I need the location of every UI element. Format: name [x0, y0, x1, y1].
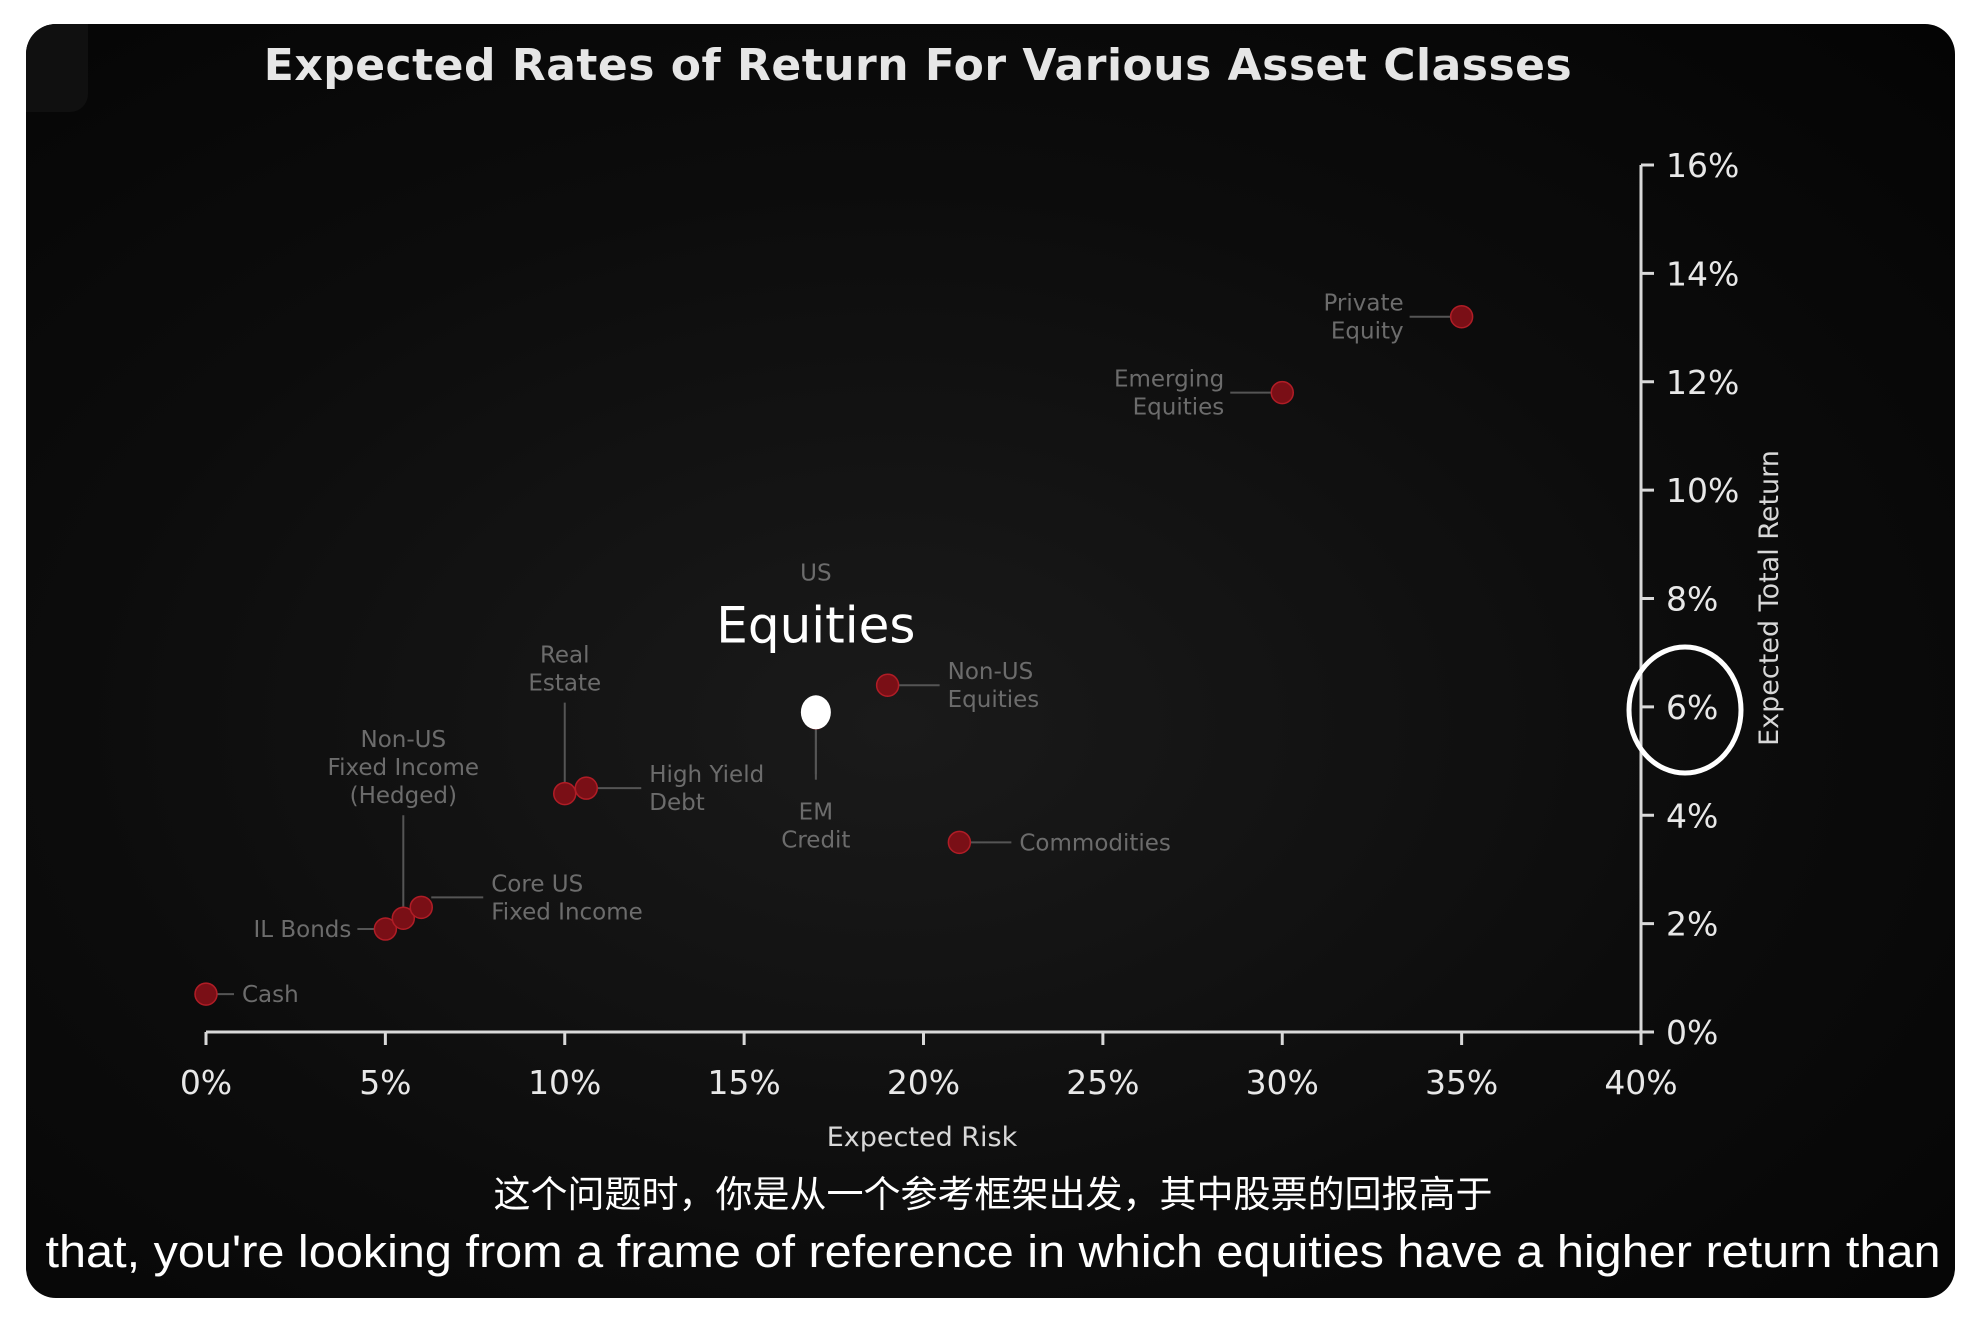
point-label-line: Estate [528, 671, 601, 697]
point-label-line: Equities [948, 687, 1040, 713]
data-point [391, 906, 416, 930]
point-label: EM Credit [781, 800, 850, 854]
point-label-line: Core US [491, 871, 583, 897]
point-label-line: Fixed Income [491, 899, 643, 925]
point-label-highlight: Equities [716, 596, 915, 654]
highlight-circle [1626, 644, 1744, 776]
y-tick-label: 10% [1666, 471, 1739, 510]
point-label: Non-US Equities [948, 659, 1040, 713]
y-tick-label: 12% [1666, 363, 1739, 402]
point-label: Non-US Fixed Income (Hedged) [328, 727, 480, 809]
x-tick-label: 20% [887, 1063, 960, 1102]
point-label-line: High Yield [649, 762, 764, 788]
subtitle-english: that, you're looking from a frame of ref… [46, 1226, 1941, 1277]
x-axis: 0% 5% 10% 15% 20% 25% 30% 35% 40% [180, 1030, 1678, 1102]
point-label: High Yield Debt [649, 762, 764, 816]
data-point [1270, 380, 1294, 405]
point-label-line: EM [799, 800, 833, 826]
point-label: US [800, 560, 831, 586]
label-connectors [216, 315, 1452, 996]
data-point-highlight [800, 695, 831, 730]
point-label-line: Debt [649, 790, 704, 816]
y-tick-label: 4% [1666, 796, 1718, 835]
y-tick-label: 8% [1666, 580, 1718, 619]
x-axis-title: Expected Risk [827, 1122, 1018, 1153]
y-tick-label: 16% [1666, 146, 1739, 185]
data-point [194, 982, 218, 1006]
point-label-line: Real [540, 643, 590, 669]
x-tick-label: 10% [528, 1063, 601, 1102]
point-label-line: Commodities [1019, 830, 1171, 856]
x-tick-label: 15% [707, 1063, 780, 1102]
point-label: Commodities [1019, 830, 1171, 856]
x-tick-label: 35% [1425, 1063, 1498, 1102]
point-label-line: Credit [781, 828, 850, 854]
data-point [373, 917, 398, 941]
point-label: Cash [242, 982, 299, 1008]
y-tick-label: 2% [1666, 905, 1718, 944]
x-tick-label: 0% [180, 1063, 232, 1102]
x-tick-label: 30% [1246, 1063, 1319, 1102]
point-label-line: Cash [242, 982, 299, 1008]
y-tick-label: 6% [1666, 688, 1718, 727]
data-point [947, 830, 972, 855]
point-label-line: Fixed Income [328, 755, 480, 781]
point-label: Private Equity [1323, 291, 1403, 345]
y-tick-label: 0% [1666, 1013, 1718, 1052]
point-label-line: Emerging [1114, 367, 1224, 393]
data-point [553, 781, 577, 806]
point-label-line: Non-US [948, 659, 1034, 685]
point-label-line: Equity [1331, 319, 1404, 345]
corner-tab [26, 24, 88, 112]
data-point [875, 673, 900, 697]
data-point [574, 776, 599, 800]
y-tick-label: 14% [1666, 254, 1739, 293]
point-label: Emerging Equities [1114, 367, 1224, 421]
point-label-line: IL Bonds [253, 917, 351, 943]
point-label: IL Bonds [253, 917, 351, 943]
point-label-line: (Hedged) [350, 783, 457, 809]
point-label: Real Estate [528, 643, 601, 697]
x-tick-label: 40% [1604, 1063, 1677, 1102]
point-label-line: Non-US [361, 727, 447, 753]
y-axis: 0% 2% 4% 6% 8% 10% 12% 14% 16% [1639, 146, 1739, 1052]
data-point [409, 895, 433, 920]
x-tick-label: 5% [359, 1063, 411, 1102]
point-label-line: Private [1323, 291, 1403, 317]
video-frame [26, 24, 1955, 1298]
subtitle-chinese: 这个问题时，你是从一个参考框架出发，其中股票的回报高于 [494, 1173, 1493, 1216]
chart-title: Expected Rates of Return For Various Ass… [264, 40, 1572, 91]
point-label-line: Equities [1133, 395, 1225, 421]
x-tick-label: 25% [1066, 1063, 1139, 1102]
point-label: Core US Fixed Income [491, 871, 643, 925]
data-point [1449, 304, 1474, 329]
data-points [194, 304, 1474, 1006]
y-axis-title: Expected Total Return [1754, 450, 1785, 746]
